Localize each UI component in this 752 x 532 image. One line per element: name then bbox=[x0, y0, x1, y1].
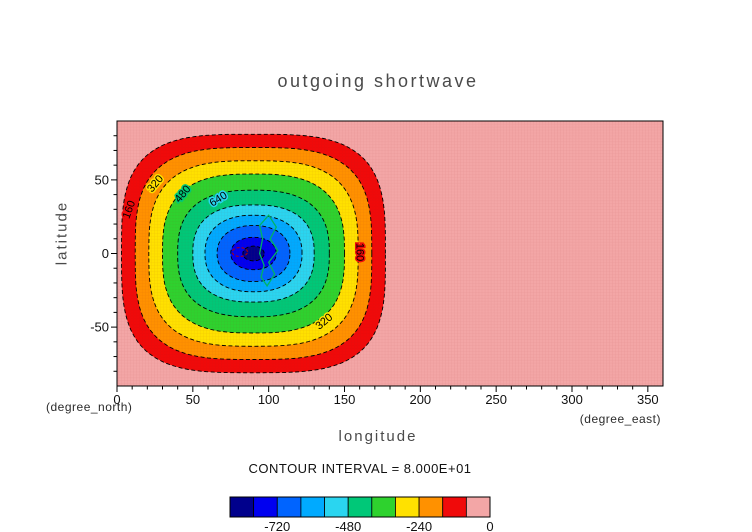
contour-lines bbox=[121, 133, 386, 374]
svg-text:100: 100 bbox=[258, 392, 280, 407]
y-axis-unit: (degree_north) bbox=[46, 400, 133, 414]
x-axis-unit: (degree_east) bbox=[579, 412, 661, 426]
svg-text:150: 150 bbox=[334, 392, 356, 407]
x-axis-label: longitude bbox=[338, 428, 418, 445]
svg-text:0: 0 bbox=[486, 519, 493, 532]
svg-text:-480: -480 bbox=[335, 519, 361, 532]
svg-text:0: 0 bbox=[102, 246, 109, 261]
svg-text:50: 50 bbox=[95, 172, 109, 187]
inner-contour-mark bbox=[231, 247, 248, 257]
svg-text:-720: -720 bbox=[264, 519, 290, 532]
svg-text:-50: -50 bbox=[90, 320, 109, 335]
colorbar: -720 -480 -240 0 bbox=[229, 496, 494, 532]
svg-text:200: 200 bbox=[409, 392, 431, 407]
center-irregular-contour bbox=[258, 214, 279, 288]
svg-text:-240: -240 bbox=[406, 519, 432, 532]
axis-ticks bbox=[111, 135, 649, 392]
axis-tick-labels: 0 50 100 150 200 250 300 350 -50 0 50 bbox=[90, 172, 658, 407]
svg-text:0: 0 bbox=[113, 392, 120, 407]
svg-text:300: 300 bbox=[561, 392, 583, 407]
chart-title: outgoing shortwave bbox=[277, 71, 479, 91]
contour-interval-text: CONTOUR INTERVAL = 8.000E+01 bbox=[248, 461, 472, 476]
svg-text:50: 50 bbox=[186, 392, 200, 407]
svg-text:250: 250 bbox=[485, 392, 507, 407]
svg-text:350: 350 bbox=[637, 392, 659, 407]
svg-text:160: 160 bbox=[354, 243, 366, 261]
fine-grid-overlay bbox=[117, 121, 663, 386]
